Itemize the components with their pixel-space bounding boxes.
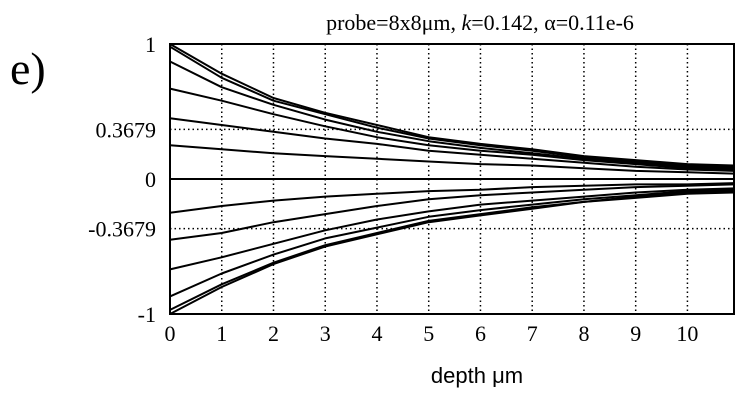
x-tick-label-6: 6 [475,321,486,346]
y-tick-label-4: 1 [145,32,156,57]
title-unit: m, [433,10,461,35]
series-line-3 [169,87,735,171]
y-tick-label-0: -1 [138,302,156,327]
x-tick-label-2: 2 [268,321,279,346]
series-line-9 [169,187,735,271]
panel-label: e) [10,43,46,94]
x-tick-label-3: 3 [320,321,331,346]
title-alpha-symbol: α [544,10,556,35]
title-alpha-value: =0.11e-6 [556,10,634,35]
y-tick-labels: -1 -0.3679 0 0.3679 1 [88,32,156,327]
title-prefix: probe=8x8 [326,10,422,35]
series-line-4 [169,117,735,172]
series-line-0 [169,43,735,167]
series-line-10 [169,188,735,298]
title-mu: μ [422,10,434,35]
y-tick-label-2: 0 [145,167,156,192]
series-line-8 [169,183,735,241]
x-tick-label-4: 4 [371,321,382,346]
x-tick-label-0: 0 [165,321,176,346]
x-tick-labels: 0 1 2 3 4 5 6 7 8 9 10 [165,321,699,346]
series-line-12 [169,191,735,315]
series-line-2 [169,60,735,170]
x-tick-label-1: 1 [216,321,227,346]
x-tick-label-10: 10 [676,321,698,346]
x-tick-label-7: 7 [527,321,538,346]
x-tick-label-5: 5 [423,321,434,346]
y-tick-label-1: -0.3679 [88,217,156,242]
x-tick-label-8: 8 [578,321,589,346]
y-tick-label-3: 0.3679 [96,117,157,142]
x-axis-label: depth μm [431,363,523,388]
plot-frame [169,43,735,315]
series-line-7 [169,182,735,214]
chart-title: probe=8x8μm, k=0.142, α=0.11e-6 [326,10,634,35]
series-line-11 [169,190,735,311]
series-line-1 [169,45,735,168]
title-k-value: =0.142, [471,10,544,35]
title-k-symbol: k [462,10,473,35]
curves [169,43,735,315]
x-tick-label-9: 9 [630,321,641,346]
series-line-5 [169,144,735,175]
